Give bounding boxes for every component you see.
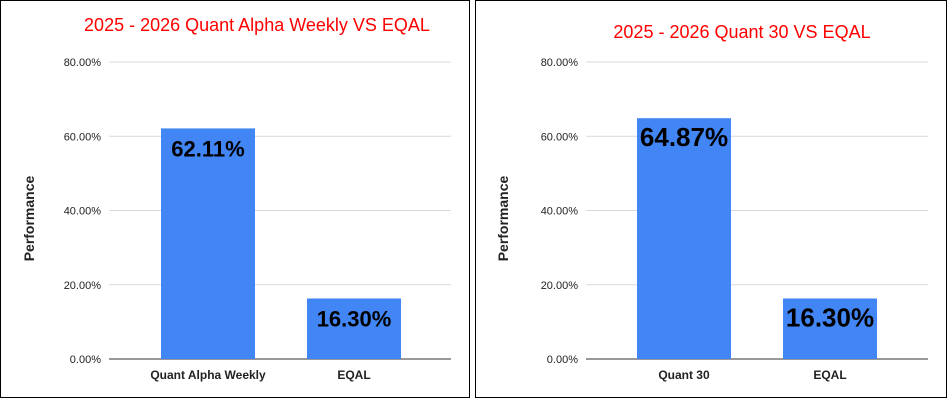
y-tick-label: 60.00% — [541, 131, 579, 143]
category-label: EQAL — [813, 368, 846, 382]
bar[interactable] — [161, 128, 255, 359]
chart-panel-quant-30: 2025 - 2026 Quant 30 VS EQAL Performance 0… — [475, 0, 947, 398]
bar-chart-quant-30: 2025 - 2026 Quant 30 VS EQAL Performance 0… — [495, 22, 928, 382]
category-label: Quant 30 — [658, 368, 710, 382]
y-tick-label: 0.00% — [70, 354, 101, 366]
data-label: 16.30% — [317, 306, 392, 331]
y-axis-title: Performance — [495, 175, 511, 261]
y-tick-label: 80.00% — [541, 57, 579, 69]
chart-title: 2025 - 2026 Quant Alpha Weekly VS EQAL — [84, 15, 430, 35]
y-tick-label: 20.00% — [64, 280, 102, 292]
y-tick-label: 60.00% — [64, 131, 102, 143]
y-tick-label: 40.00% — [541, 206, 579, 218]
chart-title: 2025 - 2026 Quant 30 VS EQAL — [613, 22, 870, 42]
y-tick-label: 20.00% — [541, 280, 579, 292]
y-tick-label: 40.00% — [64, 206, 102, 218]
category-label: EQAL — [337, 368, 370, 382]
y-tick-label: 0.00% — [547, 354, 578, 366]
bar[interactable] — [783, 298, 877, 359]
data-label: 64.87% — [640, 122, 728, 152]
chart-panel-quant-alpha-weekly: 2025 - 2026 Quant Alpha Weekly VS EQAL Pe… — [0, 0, 470, 398]
y-axis-title: Performance — [21, 175, 37, 261]
bar-chart-quant-alpha-weekly: 2025 - 2026 Quant Alpha Weekly VS EQAL Pe… — [21, 15, 451, 382]
data-label: 16.30% — [786, 302, 874, 332]
y-tick-label: 80.00% — [64, 57, 102, 69]
bar[interactable] — [307, 298, 401, 359]
data-label: 62.11% — [171, 136, 244, 161]
category-label: Quant Alpha Weekly — [150, 368, 266, 382]
bar[interactable] — [637, 118, 731, 359]
